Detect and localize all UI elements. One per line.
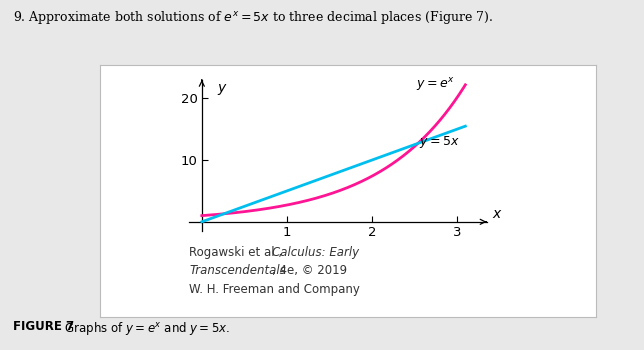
Text: Rogawski et al.,: Rogawski et al.,: [189, 246, 286, 259]
Text: $y = 5x$: $y = 5x$: [419, 134, 459, 149]
Text: $y = e^x$: $y = e^x$: [416, 76, 455, 93]
Text: , 4e, © 2019: , 4e, © 2019: [272, 264, 346, 278]
Text: Calculus: Early: Calculus: Early: [272, 246, 359, 259]
Text: 9. Approximate both solutions of $e^x = 5x$ to three decimal places (Figure 7).: 9. Approximate both solutions of $e^x = …: [13, 9, 493, 26]
Text: Transcendentals: Transcendentals: [189, 264, 286, 278]
Text: Graphs of $y = e^x$ and $y = 5x$.: Graphs of $y = e^x$ and $y = 5x$.: [61, 320, 230, 337]
Text: $y$: $y$: [217, 82, 228, 97]
Text: FIGURE 7: FIGURE 7: [13, 320, 74, 333]
Text: $x$: $x$: [492, 206, 502, 220]
Text: W. H. Freeman and Company: W. H. Freeman and Company: [189, 282, 360, 296]
